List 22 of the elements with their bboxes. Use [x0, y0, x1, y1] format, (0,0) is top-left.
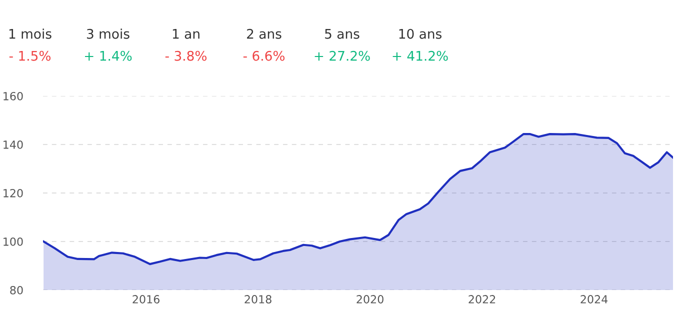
x-tick-label: 2020 [356, 295, 384, 304]
text: - 3.8% [165, 50, 207, 61]
text: - 1.5% [9, 50, 51, 61]
x-tick-label: 2016 [132, 295, 160, 304]
text: 10 ans [399, 28, 442, 39]
text: 1 an [172, 29, 200, 39]
text: 3 mois [86, 28, 130, 39]
x-tick-label: 2022 [468, 295, 496, 304]
text: + 41.2% [392, 50, 448, 61]
text: - 6.6% [243, 50, 285, 61]
text: 1 mois [9, 28, 52, 39]
x-tick-label: 2024 [580, 295, 608, 304]
y-tick-label: 140 [4, 140, 23, 149]
text: 2 ans [247, 28, 282, 39]
text: + 27.2% [314, 50, 370, 61]
y-tick-label: 100 [4, 237, 23, 246]
y-tick-label: 160 [4, 92, 23, 100]
y-tick-label: 120 [4, 188, 23, 198]
y-tick-label: 80 [10, 286, 23, 294]
text: + 1.4% [85, 50, 132, 61]
text: 5 ans [325, 29, 360, 39]
x-tick-label: 2018 [244, 295, 272, 304]
